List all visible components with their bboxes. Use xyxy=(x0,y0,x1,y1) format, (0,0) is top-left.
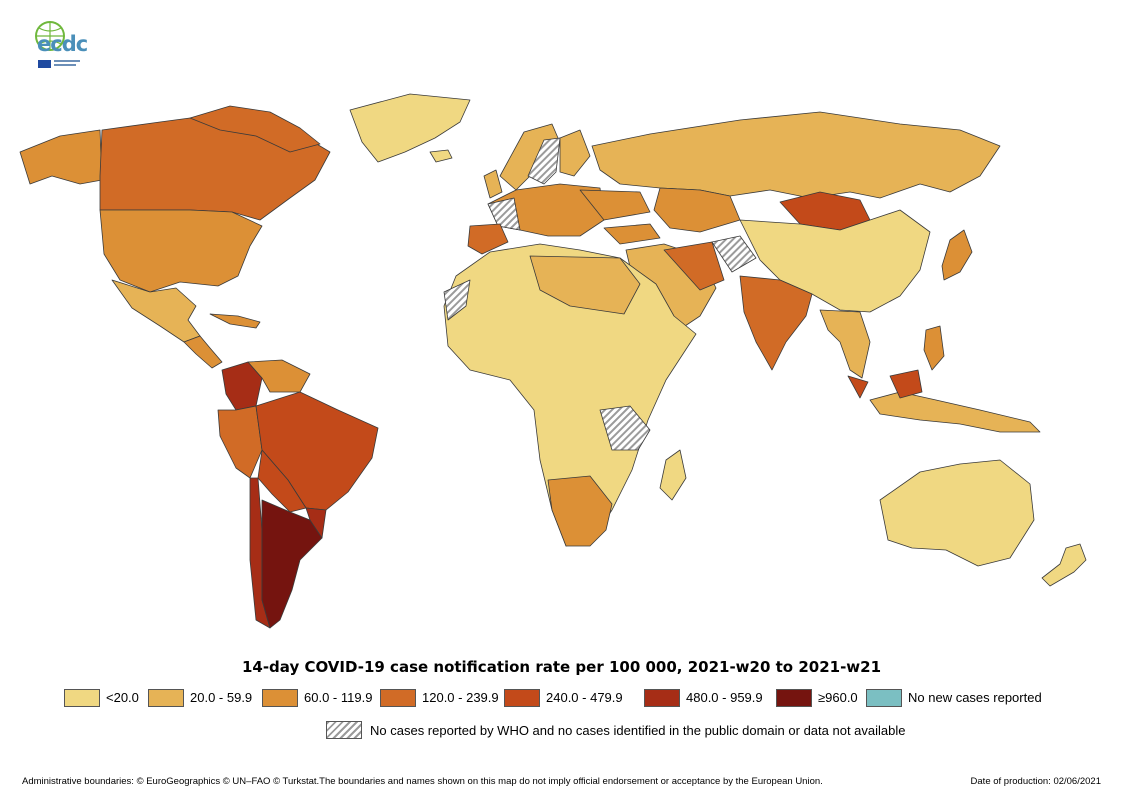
legend-label: 240.0 - 479.9 xyxy=(546,690,623,705)
region-iceland xyxy=(429,149,453,163)
logo-text: ecdc xyxy=(37,32,88,56)
no-data-label: No cases reported by WHO and no cases id… xyxy=(370,723,906,738)
region-argentina xyxy=(261,499,323,629)
region-africa xyxy=(443,243,697,547)
region-usa xyxy=(99,209,263,293)
region-east-africa xyxy=(599,405,651,451)
region-malaysia xyxy=(847,375,869,399)
region-caribbean xyxy=(209,313,261,329)
legend-label: 480.0 - 959.9 xyxy=(686,690,763,705)
region-ukraine xyxy=(579,189,651,221)
region-france xyxy=(487,197,521,231)
region-central-america xyxy=(183,335,223,369)
legend-label: 20.0 - 59.9 xyxy=(190,690,253,705)
legend-swatch xyxy=(148,689,184,707)
region-turkey xyxy=(603,223,661,245)
region-iran xyxy=(663,241,725,291)
region-philippines xyxy=(923,325,945,371)
map-title: 14-day COVID-19 case notification rate p… xyxy=(241,658,882,676)
region-greenland xyxy=(349,93,471,163)
eu-flag-icon xyxy=(38,60,51,68)
legend-swatch xyxy=(866,689,902,707)
region-iberia xyxy=(467,223,509,255)
hatch-swatch xyxy=(326,721,362,739)
region-afghanistan xyxy=(711,235,757,273)
legend-no-data: No cases reported by WHO and no cases id… xyxy=(326,720,1026,744)
region-canada-islands xyxy=(189,105,321,153)
region-indonesia xyxy=(869,391,1041,433)
globe-icon xyxy=(35,21,65,51)
legend-label: 120.0 - 239.9 xyxy=(422,690,499,705)
legend-label: <20.0 xyxy=(106,690,139,705)
region-madagascar xyxy=(659,449,687,501)
region-india xyxy=(739,275,813,371)
legend-swatch xyxy=(262,689,298,707)
region-australia xyxy=(879,459,1035,567)
region-southern-africa xyxy=(547,475,613,547)
region-kazakhstan xyxy=(653,187,741,233)
logo-subtitle-line xyxy=(54,64,76,66)
region-finland xyxy=(559,129,591,177)
legend-label: 60.0 - 119.9 xyxy=(304,690,373,705)
region-japan xyxy=(941,229,973,281)
legend-swatch xyxy=(380,689,416,707)
region-alaska xyxy=(19,129,103,185)
region-sweden xyxy=(527,137,561,185)
region-borneo xyxy=(889,369,923,399)
region-uk xyxy=(483,169,503,199)
legend-swatch xyxy=(644,689,680,707)
legend-label: ≥960.0 xyxy=(818,690,858,705)
production-date: Date of production: 02/06/2021 xyxy=(970,776,1101,787)
ecdc-logo: ecdc xyxy=(28,18,88,72)
region-southeast-asia xyxy=(819,309,871,379)
region-peru xyxy=(217,405,263,479)
region-western-sahara xyxy=(443,279,471,321)
logo-subtitle-line xyxy=(54,60,80,62)
world-map xyxy=(19,93,1087,629)
region-libya-egypt xyxy=(529,255,641,315)
legend-swatch xyxy=(776,689,812,707)
legend-label: No new cases reported xyxy=(908,690,1042,705)
footer-disclaimer: Administrative boundaries: © EuroGeograp… xyxy=(22,776,823,787)
legend-swatch xyxy=(504,689,540,707)
region-mexico xyxy=(111,279,201,343)
region-new-zealand xyxy=(1041,543,1087,587)
legend-swatch xyxy=(64,689,100,707)
region-uruguay xyxy=(305,507,327,539)
region-russia xyxy=(591,111,1001,199)
